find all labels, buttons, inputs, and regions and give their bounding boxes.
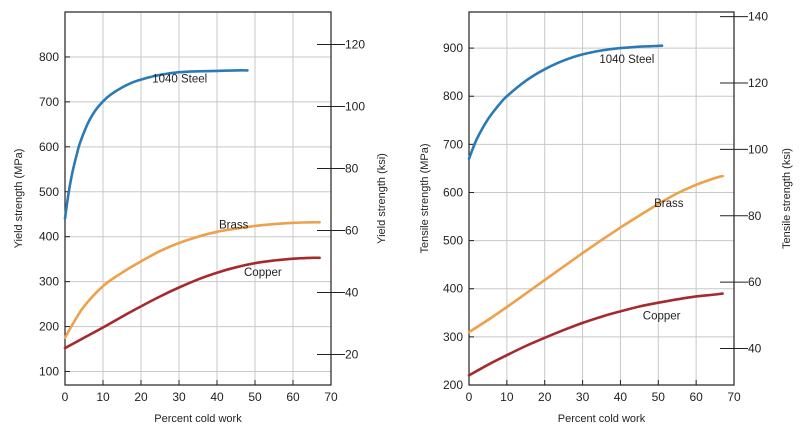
y-tick-label: 200: [443, 378, 463, 392]
y2-tick-label: 20: [345, 347, 359, 361]
brass-label: Brass: [219, 219, 249, 231]
x-tick-label: 50: [652, 390, 666, 404]
y2-tick-label: 40: [345, 285, 359, 299]
brass-label: Brass: [654, 198, 684, 210]
x-axis-label: Percent cold work: [558, 413, 646, 425]
copper-curve: [63, 256, 321, 350]
x-tick-label: 70: [727, 390, 741, 404]
y2-tick-label: 80: [748, 209, 762, 223]
y-tick-label: 900: [443, 41, 463, 55]
tensile-strength-chart: 0 10 20 30 40 50 60 70 200 300 400 500 600 700 800 900 4…: [419, 10, 793, 425]
x-tick-label: 0: [62, 390, 69, 404]
y-tick-label: 800: [443, 89, 463, 103]
x-tick-label: 20: [538, 390, 552, 404]
copper-label: Copper: [244, 267, 282, 279]
x-tick-label: 30: [576, 390, 590, 404]
y-tick-label: 700: [443, 137, 463, 151]
y2-tick-label: 40: [748, 341, 762, 355]
y-tick-label: 300: [39, 275, 59, 289]
1040-steel-curve: [467, 44, 664, 161]
copper-curve: [467, 292, 724, 377]
y2-axis-label: Tensile strength (ksi): [781, 148, 793, 249]
y2-tick-label: 60: [748, 275, 762, 289]
y-tick-label: 800: [39, 50, 59, 64]
plot-frame: [468, 11, 735, 386]
y2-tick-label: 100: [345, 100, 365, 114]
x-tick-label: 60: [286, 390, 300, 404]
y-axis-label: Yield strength (MPa): [13, 149, 25, 249]
copper-label: Copper: [643, 310, 681, 322]
x-tick-label: 50: [248, 390, 262, 404]
x-tick-label: 0: [466, 390, 473, 404]
y-tick-label: 500: [443, 234, 463, 248]
y2-tick-label: 80: [345, 162, 359, 176]
y2-tick-label: 120: [748, 76, 768, 90]
brass-curve: [63, 220, 321, 340]
y2-tick-label: 100: [748, 142, 768, 156]
y-tick-label: 200: [39, 320, 59, 334]
x-tick-label: 70: [324, 390, 338, 404]
x-tick-label: 30: [172, 390, 186, 404]
x-tick-label: 40: [210, 390, 224, 404]
plot-frame: [64, 11, 332, 386]
y-tick-label: 500: [39, 185, 59, 199]
1040-steel-curve: [63, 69, 249, 220]
y-tick-label: 700: [39, 95, 59, 109]
y2-tick-label: 60: [345, 224, 359, 238]
x-tick-label: 40: [614, 390, 628, 404]
y-axis-label: Tensile strength (MPa): [419, 143, 431, 253]
yield-strength-chart: 0 10 20 30 40 50 60 70 100 200 300 400 500 600 700 800 2…: [13, 11, 388, 425]
y-tick-label: 600: [443, 185, 463, 199]
x-tick-label: 10: [96, 390, 110, 404]
x-tick-label: 10: [500, 390, 514, 404]
brass-curve: [467, 174, 724, 334]
x-tick-label: 60: [689, 390, 703, 404]
y-tick-label: 300: [443, 330, 463, 344]
y2-tick-label: 140: [748, 10, 768, 24]
y-tick-label: 400: [39, 230, 59, 244]
1040-steel-label: 1040 Steel: [599, 54, 654, 66]
y-tick-label: 400: [443, 282, 463, 296]
y2-axis-label: Yield strength (ksi): [376, 153, 388, 244]
y-tick-label: 100: [39, 365, 59, 379]
y2-tick-label: 120: [345, 38, 365, 52]
y-tick-label: 600: [39, 140, 59, 154]
x-axis-label: Percent cold work: [154, 413, 242, 425]
1040-steel-label: 1040 Steel: [152, 73, 207, 85]
x-tick-label: 20: [134, 390, 148, 404]
